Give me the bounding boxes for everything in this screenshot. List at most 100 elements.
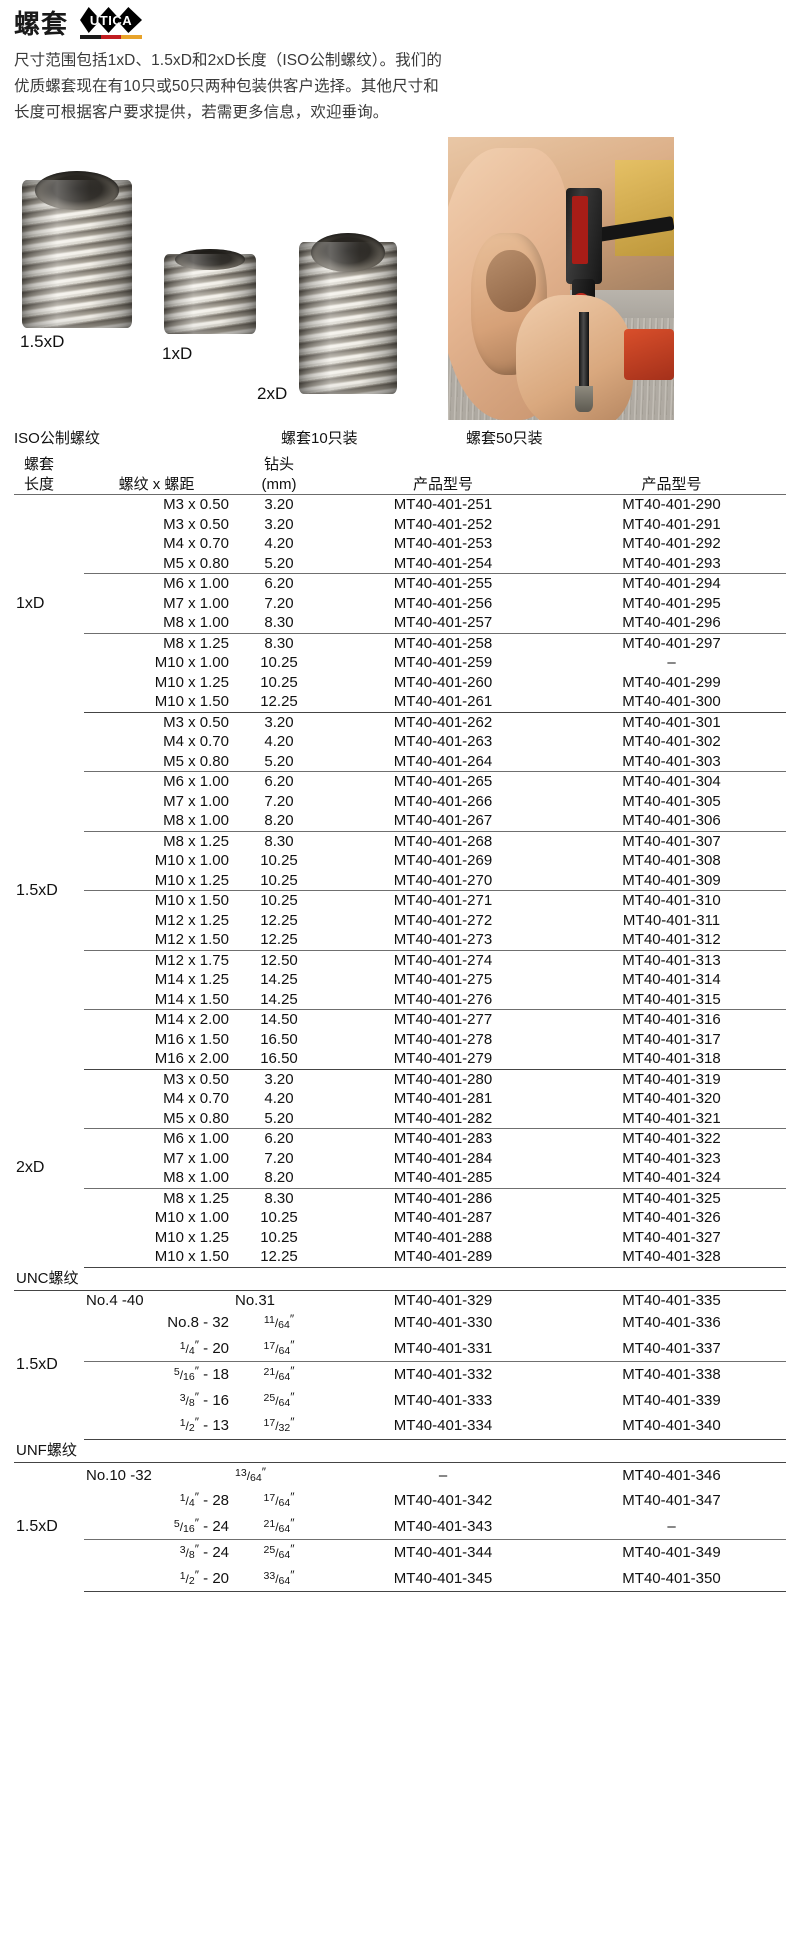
table-row: M8 x 1.25 8.30 MT40-401-286 MT40-401-325	[14, 1188, 786, 1208]
thread-pitch-cell: M5 x 0.80	[84, 1108, 229, 1129]
table-row: M12 x 1.50 12.25 MT40-401-273 MT40-401-312	[14, 930, 786, 951]
thread-pitch-cell: M3 x 0.50	[163, 515, 229, 533]
thread-pitch-cell: M6 x 1.00	[163, 773, 229, 790]
thread-insert-2xd-image	[299, 232, 397, 394]
part-number-10-cell: MT40-401-257	[329, 613, 557, 634]
intro-line-2: 优质螺套现在有10只或50只两种包装供客户选择。其他尺寸和	[14, 78, 439, 95]
table-row: M8 x 1.00 8.30 MT40-401-257 MT40-401-296	[14, 613, 786, 634]
part-number-50-cell: MT40-401-349	[622, 1544, 721, 1561]
thread-pitch-cell: M8 x 1.00	[84, 613, 229, 634]
table-row: M6 x 1.00 6.20 MT40-401-265 MT40-401-304	[14, 772, 786, 792]
thread-pitch-cell: M10 x 1.00	[154, 1209, 229, 1226]
part-number-50-cell: MT40-401-322	[622, 1130, 721, 1147]
logo-bar-red	[100, 35, 122, 39]
drill-size-cell: 3.20	[264, 515, 294, 533]
thread-pitch-cell: 1/4″ - 20	[84, 1335, 229, 1362]
thread-pitch-cell: M10 x 1.25	[154, 673, 229, 691]
part-number-10-cell: MT40-401-283	[393, 1130, 493, 1147]
table-row: M10 x 1.50 10.25 MT40-401-271 MT40-401-310	[14, 891, 786, 911]
logo-wordmark: UTICA	[89, 12, 133, 28]
photo-thumbnail	[486, 250, 537, 313]
thread-pitch-cell: M5 x 0.80	[84, 553, 229, 574]
thread-pitch-cell: M12 x 1.50	[84, 930, 229, 951]
unc-thread-subheader: UNC螺纹	[14, 1267, 786, 1291]
drill-size-cell: 10.25	[229, 870, 329, 891]
drill-size-cell: 8.30	[264, 634, 294, 652]
table-row: M4 x 0.70 4.20 MT40-401-281 MT40-401-320	[14, 1089, 786, 1109]
part-number-50-cell: MT40-401-299	[622, 673, 721, 691]
drill-size-cell: 12.25	[229, 1247, 329, 1268]
part-number-10-cell: MT40-401-260	[393, 673, 493, 691]
part-number-10-cell: MT40-401-255	[393, 575, 493, 592]
part-number-50-cell: MT40-401-339	[622, 1391, 721, 1409]
header-insert-length-line2: 长度	[14, 474, 84, 495]
part-number-50-cell: MT40-401-302	[622, 733, 721, 750]
header-thread-pitch: 螺纹 x 螺距	[84, 474, 229, 495]
part-number-50-cell: MT40-401-300	[557, 692, 786, 713]
table-row: M14 x 1.25 14.25 MT40-401-275 MT40-401-314	[14, 970, 786, 990]
thread-pitch-cell: M10 x 1.00	[154, 852, 229, 869]
thread-pitch-cell: M10 x 1.50	[154, 892, 229, 909]
part-number-50-cell: MT40-401-337	[557, 1335, 786, 1362]
table-row: 1/4″ - 28 17/64″ MT40-401-342 MT40-401-347	[14, 1488, 786, 1514]
thread-pitch-cell: M3 x 0.50	[163, 713, 229, 731]
part-number-50-cell: MT40-401-319	[622, 1070, 721, 1088]
thread-pitch-cell: No.10 -32	[86, 1466, 152, 1484]
table-head: 螺套 钻头 长度 螺纹 x 螺距 (mm) 产品型号 产品型号	[14, 455, 786, 495]
thread-pitch-cell: M8 x 1.00	[84, 811, 229, 832]
part-number-50-cell: MT40-401-321	[557, 1108, 786, 1129]
table-row: 1/2″ - 20 33/64″ MT40-401-345 MT40-401-350	[14, 1565, 786, 1592]
part-number-10-cell: MT40-401-254	[329, 553, 557, 574]
table-row: M7 x 1.00 7.20 MT40-401-256 MT40-401-295	[14, 594, 786, 614]
intro-paragraph: 尺寸范围包括1xD、1.5xD和2xD长度（ISO公制螺纹）。我们的 优质螺套现…	[14, 42, 654, 126]
thread-pitch-cell: M14 x 1.25	[154, 971, 229, 988]
table-row: M14 x 2.00 14.50 MT40-401-277 MT40-401-316	[14, 1010, 786, 1030]
drill-size-cell: 5.20	[229, 553, 329, 574]
thread-pitch-cell: M4 x 0.70	[163, 535, 229, 552]
drill-size-cell: 16.50	[229, 1049, 329, 1070]
drill-size-cell: 8.30	[264, 832, 294, 850]
table-row: M7 x 1.00 7.20 MT40-401-284 MT40-401-323	[14, 1149, 786, 1169]
drill-size-cell: 10.25	[260, 852, 298, 869]
part-number-50-cell: MT40-401-313	[622, 951, 721, 969]
drill-size-cell: 11/64″	[263, 1312, 295, 1331]
drill-size-cell: 5.20	[229, 751, 329, 772]
part-number-10-cell: MT40-401-330	[393, 1314, 493, 1331]
logo-diamond-shape: UTICA	[80, 7, 143, 33]
table-row: M10 x 1.00 10.25 MT40-401-269 MT40-401-308	[14, 851, 786, 871]
table-row: M4 x 0.70 4.20 MT40-401-253 MT40-401-292	[14, 534, 786, 554]
part-number-10-cell: MT40-401-343	[329, 1513, 557, 1540]
table-row: M6 x 1.00 6.20 MT40-401-283 MT40-401-322	[14, 1129, 786, 1149]
part-number-10-cell: MT40-401-331	[329, 1335, 557, 1362]
drill-size-cell: 3.20	[264, 713, 294, 731]
header-drill-line1: 钻头	[263, 456, 294, 473]
thread-pitch-cell: M10 x 1.50	[84, 692, 229, 713]
logo-bar-orange	[121, 35, 143, 39]
header-spacer-3	[557, 455, 786, 475]
thread-pitch-cell: M10 x 1.00	[154, 654, 229, 671]
drill-size-cell: 5.20	[229, 1108, 329, 1129]
part-number-10-cell: MT40-401-266	[393, 792, 493, 810]
part-number-10-cell: MT40-401-263	[393, 733, 493, 750]
intro-line-3: 长度可根据客户要求提供，若需更多信息，欢迎垂询。	[14, 104, 389, 121]
part-number-10-cell: MT40-401-334	[329, 1413, 557, 1440]
header-spacer-2	[329, 455, 557, 475]
part-number-10-cell: MT40-401-273	[329, 930, 557, 951]
drill-size-cell: 8.20	[229, 1168, 329, 1189]
table-row: M8 x 1.00 8.20 MT40-401-267 MT40-401-306	[14, 811, 786, 832]
part-number-50-cell: MT40-401-308	[622, 852, 721, 869]
unf-thread-subheader-label: UNF螺纹	[14, 1439, 786, 1463]
page-title: 螺套	[14, 9, 69, 39]
insert-label-1-5xd: 1.5xD	[20, 332, 65, 351]
thread-pitch-cell: M16 x 2.00	[84, 1049, 229, 1070]
drill-size-cell: 25/64″	[263, 1542, 295, 1561]
part-number-50-cell: MT40-401-311	[622, 911, 721, 929]
part-number-50-cell: MT40-401-325	[622, 1189, 721, 1207]
drill-size-cell: 16.50	[260, 1030, 298, 1048]
part-number-50-cell: MT40-401-323	[622, 1149, 721, 1167]
part-number-10-cell: –	[438, 1466, 448, 1484]
drill-size-cell: No.31	[235, 1291, 276, 1309]
part-number-10-cell: MT40-401-332	[393, 1366, 493, 1383]
table-row: M10 x 1.00 10.25 MT40-401-287 MT40-401-326	[14, 1208, 786, 1228]
part-number-10-cell: MT40-401-269	[393, 852, 493, 869]
